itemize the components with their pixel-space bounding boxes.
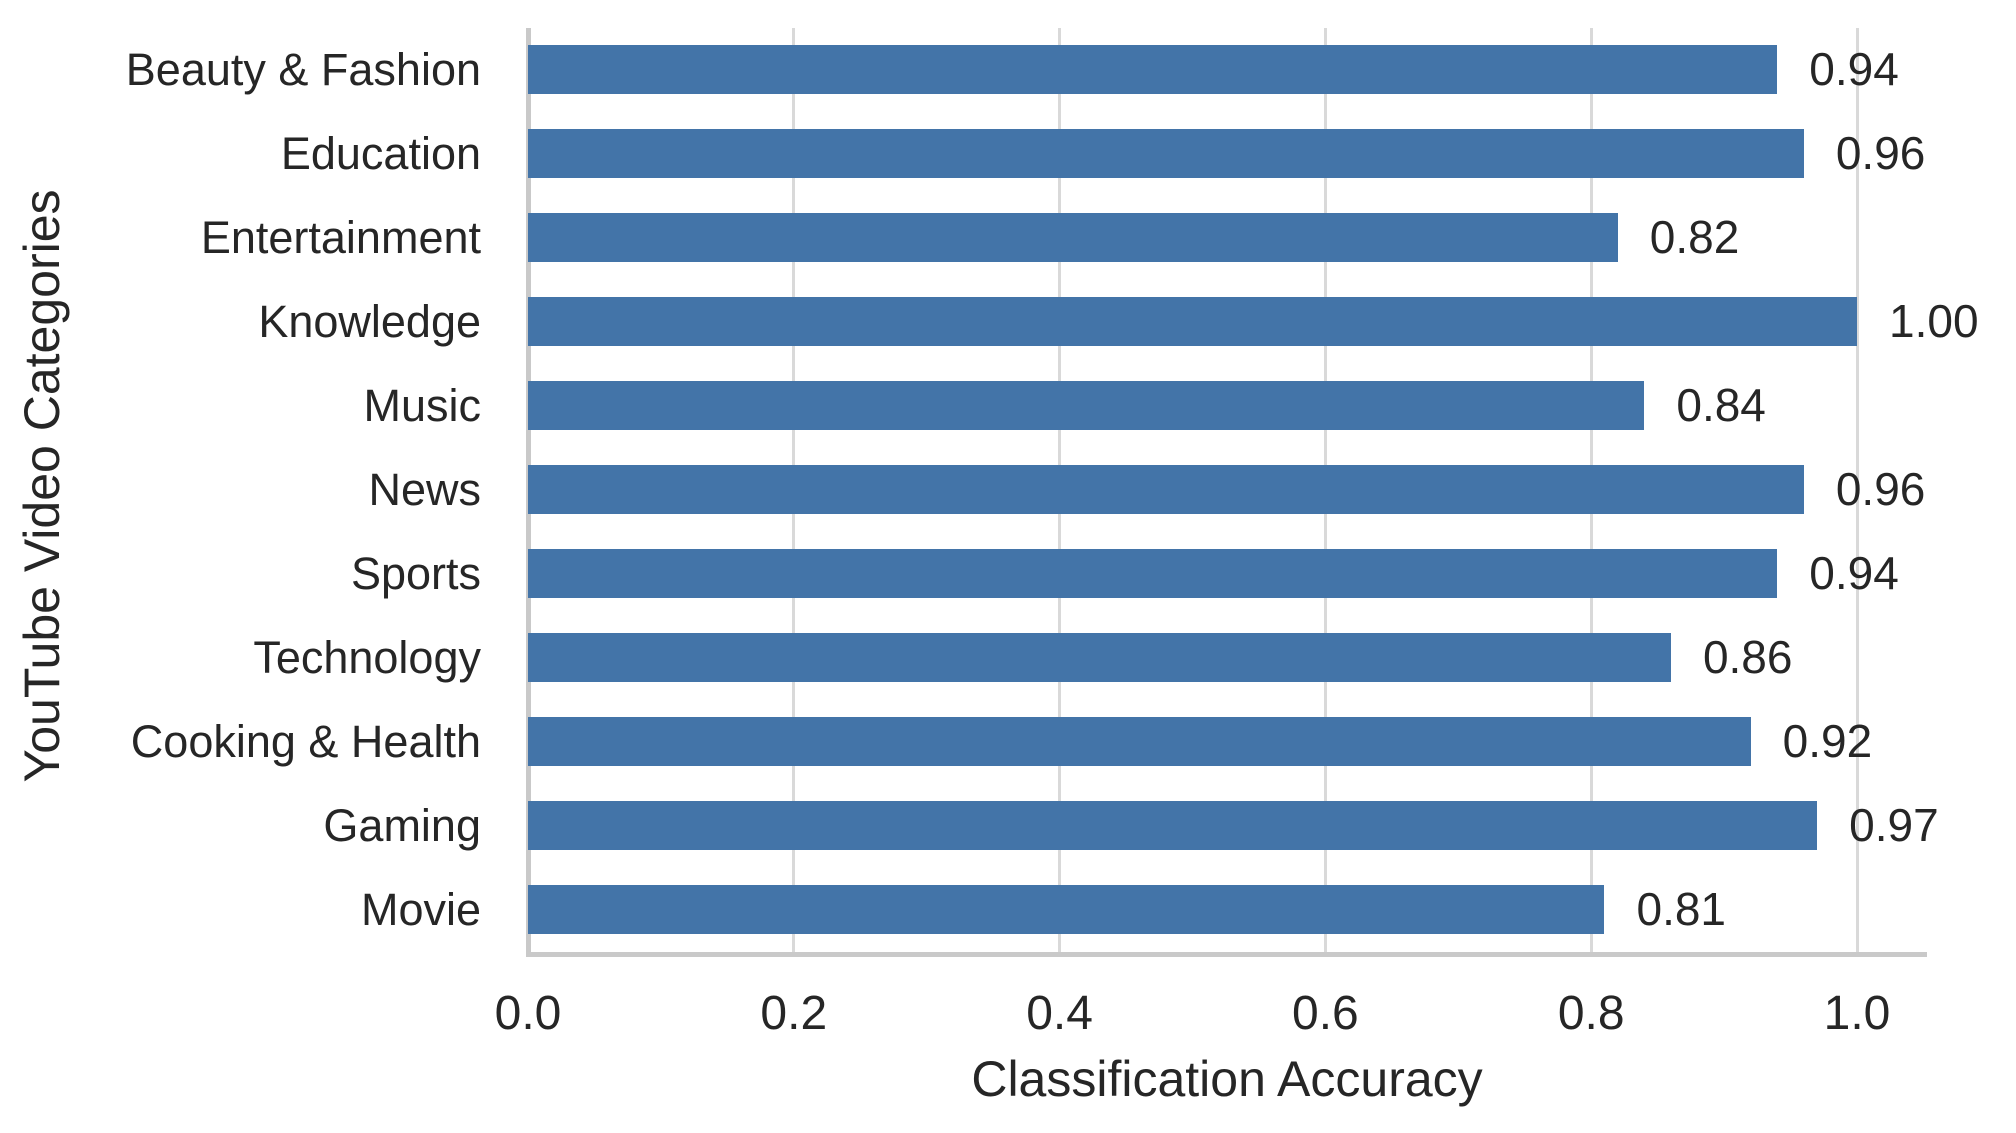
category-label: News <box>368 464 481 515</box>
bar-row: 0.84 <box>528 364 1927 448</box>
category-label: Cooking & Health <box>130 716 481 767</box>
bar-row: 1.00 <box>528 280 1979 364</box>
x-tick-label: 0.6 <box>1292 987 1359 1040</box>
value-label: 0.97 <box>1849 799 1939 851</box>
bar-row: 0.92 <box>528 700 1927 784</box>
x-tick-label: 0.8 <box>1557 987 1625 1040</box>
bar-row: 0.86 <box>528 616 1927 700</box>
bar-row: 0.96 <box>528 112 1927 196</box>
category-label: Music <box>363 380 481 431</box>
value-label: 0.94 <box>1809 547 1899 599</box>
category-label: Sports <box>350 548 481 599</box>
bar-row: 0.94 <box>528 28 1927 112</box>
gridline <box>1855 28 1859 952</box>
bar-row: 0.96 <box>528 448 1927 532</box>
category-label: Entertainment <box>200 212 481 263</box>
value-label: 0.86 <box>1702 631 1793 683</box>
value-label: 0.81 <box>1636 883 1727 935</box>
x-axis-title: Classification Accuracy <box>971 1051 1483 1107</box>
value-label: 0.84 <box>1676 379 1766 431</box>
bar <box>528 633 1671 682</box>
bar-rows: 0.94 0.96 0.82 1.00 0.84 0.96 0.94 0.86 0.92 0.97… <box>528 28 1979 952</box>
bar <box>528 45 1778 94</box>
bar-row: 0.81 <box>528 868 1927 952</box>
bottom-spine <box>526 952 1927 957</box>
category-label: Education <box>280 128 481 179</box>
value-label: 0.96 <box>1835 127 1926 179</box>
x-tick-label: 0.0 <box>494 987 562 1040</box>
category-axis: Beauty & Fashion Education Entertainment Kn… <box>0 28 503 952</box>
x-axis-ticks: 0.0 0.2 0.4 0.6 0.8 1.0 <box>0 986 2016 1042</box>
bar <box>528 213 1618 262</box>
bar <box>528 381 1645 430</box>
bar <box>528 297 1857 346</box>
category-label: Knowledge <box>258 296 481 347</box>
bar-row: 0.94 <box>528 532 1927 616</box>
x-tick-label: 0.2 <box>760 987 828 1040</box>
category-label: Movie <box>360 884 481 935</box>
x-tick-label: 1.0 <box>1823 987 1891 1040</box>
bar <box>528 885 1605 934</box>
category-label: Gaming <box>323 800 481 851</box>
bar <box>528 717 1751 766</box>
value-label: 0.96 <box>1835 463 1926 515</box>
value-label: 1.00 <box>1889 295 1979 347</box>
value-label: 0.94 <box>1809 43 1899 95</box>
bar-row: 0.97 <box>528 784 1939 868</box>
plot-area: 0.94 0.96 0.82 1.00 0.84 0.96 0.94 0.86 0.92 0.97… <box>526 28 1979 952</box>
bar <box>528 465 1804 514</box>
bar <box>528 129 1804 178</box>
category-label: Technology <box>253 632 481 683</box>
value-label: 0.82 <box>1649 211 1740 263</box>
value-label: 0.92 <box>1782 715 1873 767</box>
category-label: Beauty & Fashion <box>125 44 481 95</box>
x-tick-label: 0.4 <box>1026 987 1093 1040</box>
bar <box>528 801 1818 850</box>
bar <box>528 549 1778 598</box>
bar-row: 0.82 <box>528 196 1927 280</box>
